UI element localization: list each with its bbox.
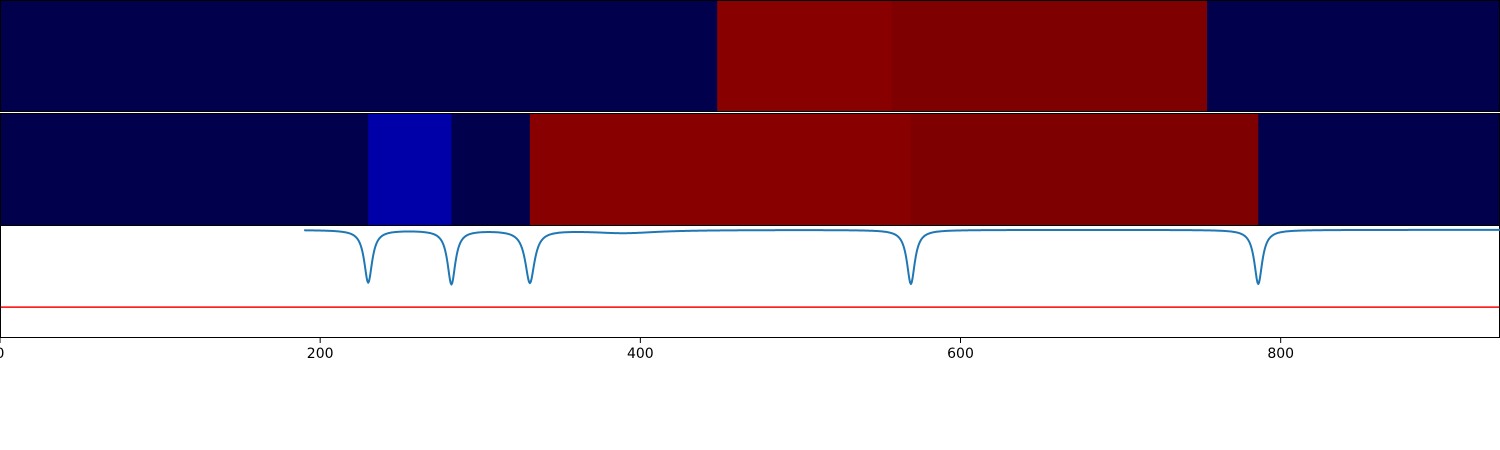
x-tick-label: 0	[0, 346, 4, 362]
line-plot-panel: 0 200 400 600 800	[0, 225, 1500, 362]
heatmap-top-segment	[1207, 1, 1500, 111]
x-tick-label: 800	[1267, 346, 1294, 362]
heatmap-top-strip	[0, 1, 1500, 111]
heatmap-top-segment	[891, 1, 1208, 111]
heatmap-bottom-segment	[451, 114, 531, 225]
x-tick-label: 600	[947, 346, 974, 362]
line-series-group	[303, 228, 1500, 286]
heatmap-bottom-segment	[0, 114, 369, 225]
line-plot-frame	[0, 225, 1500, 338]
line-series	[303, 228, 1500, 286]
heatmap-bottom-strip	[0, 114, 1500, 225]
heatmap-bottom-segment	[368, 114, 453, 225]
heatmap-bottom-segment	[529, 114, 912, 225]
x-tick-label: 400	[627, 346, 654, 362]
heatmap-bottom-segment	[1258, 114, 1500, 225]
heatmap-top-segment	[717, 1, 893, 111]
x-tick-label: 200	[307, 346, 334, 362]
x-axis: 0 200 400 600 800	[0, 338, 1294, 362]
heatmap-top-segment	[0, 1, 718, 111]
heatmap-bottom-segment	[910, 114, 1259, 225]
